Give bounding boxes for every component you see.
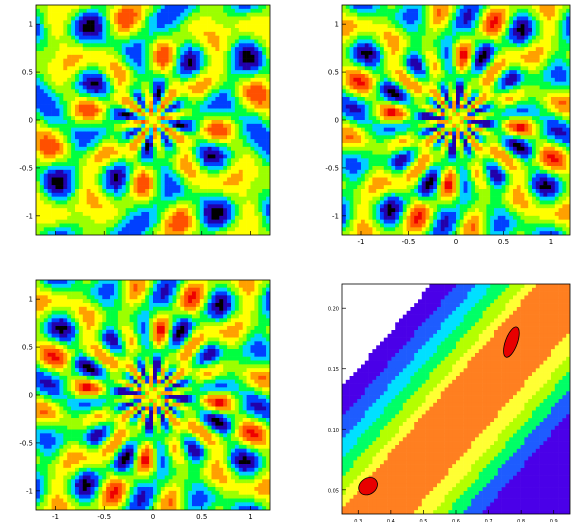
contour-plot-bottom-right-svg: 0.05 0.10 0.15 0.20 0.3 0.4 0.5 0.6 0.7 0.8 0.9 bbox=[328, 283, 571, 522]
contour-fill bbox=[342, 5, 570, 235]
x-tick-label: 0.6 bbox=[452, 519, 460, 522]
y-tick-label: -0.5 bbox=[325, 164, 339, 172]
x-tick-label: 0.5 bbox=[419, 519, 427, 522]
x-tick-label: 0.8 bbox=[517, 519, 525, 522]
contour-island bbox=[358, 477, 378, 496]
contour-fill bbox=[36, 5, 270, 235]
y-tick-label: -1 bbox=[26, 487, 33, 495]
x-tick-label: 0.3 bbox=[354, 519, 362, 522]
y-tick-label: -1 bbox=[332, 212, 339, 220]
contour-plot-bottom-right: 0.05 0.10 0.15 0.20 0.3 0.4 0.5 0.6 0.7 0.8 0.9 bbox=[300, 262, 572, 522]
y-tick-label: -0.5 bbox=[19, 164, 33, 172]
x-tick-label: -1 bbox=[52, 513, 59, 521]
contour-plot-top-left-svg: -1 -0.5 0 0.5 1 bbox=[19, 4, 271, 236]
contour-island bbox=[503, 326, 520, 358]
x-tick-label: 0.5 bbox=[498, 238, 509, 246]
y-tick-label: -0.5 bbox=[19, 439, 33, 447]
x-tick-label: 0.9 bbox=[550, 519, 558, 522]
y-tick-label: 0.5 bbox=[22, 69, 33, 77]
x-tick-label: 1 bbox=[549, 238, 553, 246]
x-tick-label: -0.5 bbox=[402, 238, 416, 246]
y-tick-label: 0.10 bbox=[328, 428, 339, 434]
contour-fill bbox=[36, 280, 270, 510]
y-tick-label: 1 bbox=[29, 296, 33, 304]
x-tick-label: 0.5 bbox=[196, 513, 207, 521]
y-tick-label: -1 bbox=[26, 212, 33, 220]
x-tick-label: 0.7 bbox=[485, 519, 493, 522]
y-tick-label: 0 bbox=[29, 117, 33, 125]
x-tick-label: 1 bbox=[248, 513, 252, 521]
y-tick-label: 0 bbox=[29, 392, 33, 400]
y-tick-label: 0.5 bbox=[22, 344, 33, 352]
contour-plot-bottom-left-svg: -1 -0.5 0 0.5 1 -1 -0.5 0 0.5 1 bbox=[19, 279, 271, 521]
y-tick-label: 0.20 bbox=[328, 307, 339, 313]
y-tick-label: 0.15 bbox=[328, 367, 339, 373]
y-tick-label: 0 bbox=[335, 117, 339, 125]
x-tick-label: 0 bbox=[454, 238, 458, 246]
y-tick-label: 0.5 bbox=[328, 69, 339, 77]
x-tick-label: 0.4 bbox=[387, 519, 395, 522]
x-tick-label: 0 bbox=[151, 513, 155, 521]
contour-fill bbox=[342, 284, 570, 514]
contour-plot-top-right: -1 -0.5 0 0.5 1 -1 -0.5 0 0.5 1 bbox=[300, 0, 572, 255]
x-tick-label: -0.5 bbox=[97, 513, 111, 521]
contour-plot-top-right-svg: -1 -0.5 0 0.5 1 -1 -0.5 0 0.5 1 bbox=[325, 4, 571, 246]
contour-plot-top-left: -1 -0.5 0 0.5 1 bbox=[0, 0, 275, 255]
contour-plot-bottom-left: -1 -0.5 0 0.5 1 -1 -0.5 0 0.5 1 bbox=[0, 262, 275, 522]
x-tick-label: -1 bbox=[358, 238, 365, 246]
y-tick-label: 1 bbox=[29, 21, 33, 29]
y-tick-label: 1 bbox=[335, 21, 339, 29]
y-tick-label: 0.05 bbox=[328, 488, 339, 494]
